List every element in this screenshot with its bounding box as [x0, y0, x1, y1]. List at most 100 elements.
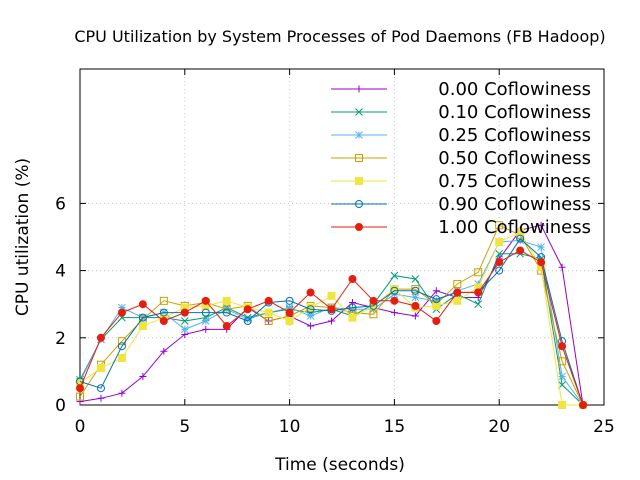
data-point — [495, 258, 504, 267]
data-point — [537, 221, 545, 229]
data-point — [328, 317, 336, 325]
data-point — [285, 303, 294, 312]
x-tick-label: 0 — [75, 417, 86, 437]
data-point — [96, 333, 105, 342]
legend-label: 0.75 Coflowiness — [438, 171, 591, 192]
data-point — [390, 296, 399, 305]
data-point — [327, 291, 336, 300]
x-tick-label: 25 — [593, 417, 615, 437]
data-point — [96, 364, 105, 373]
data-point — [202, 325, 210, 333]
legend-item: 0.00 Coflowiness — [331, 79, 591, 100]
x-tick-label: 5 — [179, 417, 190, 437]
data-point — [495, 249, 504, 258]
data-point — [118, 389, 126, 397]
legend-marker — [355, 131, 363, 139]
series-6 — [76, 246, 588, 409]
legend-label: 0.50 Coflowiness — [438, 148, 591, 169]
x-tick-label: 15 — [384, 417, 406, 437]
data-point — [558, 263, 566, 271]
data-point — [390, 286, 399, 295]
data-point — [306, 303, 315, 312]
data-point — [243, 317, 252, 325]
data-point — [453, 288, 462, 297]
data-point — [411, 286, 420, 295]
data-point — [453, 280, 462, 289]
grid — [80, 69, 604, 405]
data-point — [201, 308, 210, 317]
data-point — [558, 372, 566, 381]
data-point — [264, 308, 273, 317]
data-point — [285, 308, 294, 317]
data-point — [159, 296, 168, 305]
chart-title: CPU Utilization by System Processes of P… — [74, 27, 605, 46]
data-point — [306, 312, 315, 320]
data-point — [222, 296, 231, 305]
legend-marker — [355, 223, 363, 231]
data-point — [411, 275, 420, 283]
data-point — [495, 266, 504, 275]
data-point — [411, 301, 420, 310]
data-point — [537, 258, 546, 267]
data-point — [138, 313, 147, 322]
data-point — [118, 303, 126, 312]
data-point — [432, 317, 441, 325]
x-tick-label: 20 — [488, 417, 510, 437]
data-point — [96, 384, 105, 393]
data-point — [180, 325, 189, 334]
data-point — [432, 295, 441, 304]
series-group — [76, 221, 588, 409]
legend-marker — [355, 154, 363, 162]
data-point — [222, 322, 231, 331]
legend-item: 1.00 Coflowiness — [331, 217, 591, 238]
plot-frame — [79, 68, 605, 406]
data-point — [117, 353, 126, 362]
y-tick-label: 4 — [55, 262, 66, 282]
data-point — [201, 317, 210, 325]
data-point — [243, 305, 252, 314]
data-point — [117, 342, 126, 351]
data-point — [160, 347, 168, 355]
legend-marker — [355, 108, 363, 116]
data-point — [159, 317, 168, 325]
data-point — [306, 305, 315, 314]
data-point — [516, 234, 525, 243]
data-point — [180, 308, 189, 317]
data-point — [558, 342, 567, 351]
data-point — [264, 296, 273, 305]
legend-item: 0.10 Coflowiness — [331, 102, 591, 123]
data-point — [558, 401, 567, 409]
data-point — [579, 401, 588, 409]
data-point — [516, 236, 525, 245]
data-point — [97, 394, 105, 402]
x-tick-label: 10 — [279, 417, 301, 437]
data-point — [474, 268, 483, 277]
data-point — [348, 299, 356, 307]
data-point — [138, 322, 147, 331]
data-point — [76, 384, 84, 393]
legend-item: 0.50 Coflowiness — [331, 148, 591, 169]
data-point — [390, 309, 398, 317]
data-point — [537, 243, 545, 251]
data-point — [139, 372, 147, 380]
data-point — [348, 303, 357, 312]
data-point — [264, 317, 273, 325]
data-point — [495, 238, 504, 247]
data-point — [243, 315, 252, 324]
legend-marker — [355, 200, 363, 208]
data-point — [495, 221, 504, 230]
data-point — [285, 317, 294, 325]
data-point — [348, 313, 357, 322]
data-point — [76, 392, 84, 401]
data-point — [453, 296, 462, 305]
data-point — [180, 317, 189, 325]
data-point — [369, 296, 378, 305]
y-tick-label: 0 — [55, 396, 66, 416]
legend-marker — [355, 177, 363, 185]
data-point — [222, 308, 231, 317]
data-point — [306, 288, 315, 297]
data-point — [390, 285, 399, 294]
x-axis-label: Time (seconds) — [274, 455, 405, 475]
